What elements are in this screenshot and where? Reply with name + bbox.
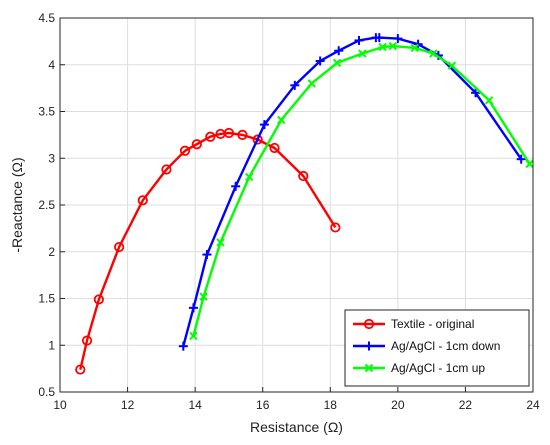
data-point (269, 142, 280, 154)
data-point (388, 41, 397, 51)
data-point (223, 127, 235, 139)
data-point (114, 241, 125, 253)
data-point (290, 80, 300, 90)
legend-label: Ag/AgCl - 1cm up (391, 361, 485, 375)
data-point (93, 294, 104, 305)
legend-entry: Ag/AgCl - 1cm down (353, 339, 500, 353)
series-1 (75, 127, 341, 375)
y-tick-label: 3 (48, 151, 55, 165)
data-point (471, 88, 481, 98)
data-point (525, 159, 534, 169)
data-point (252, 134, 263, 145)
data-point (484, 96, 494, 105)
data-point (202, 250, 212, 260)
legend-entry: Ag/AgCl - 1cm up (353, 361, 485, 375)
data-point (429, 49, 438, 58)
x-tick-label: 14 (188, 398, 202, 412)
data-point (179, 145, 191, 156)
data-point (358, 49, 367, 58)
y-tick-label: 4.5 (38, 11, 55, 25)
x-tick-label: 24 (526, 398, 540, 412)
data-point (307, 79, 316, 88)
ticks: 10 12 14 16 18 20 22 24 0.5 1 1.5 2 2.5 3 3.5 4 4.5 (38, 11, 540, 412)
y-tick-label: 1.5 (38, 292, 55, 306)
x-tick-label: 16 (256, 398, 270, 412)
x-tick-label: 18 (324, 398, 338, 412)
data-point (410, 43, 419, 53)
data-point (188, 303, 198, 313)
x-tick-label: 12 (121, 398, 135, 412)
data-point (378, 42, 387, 52)
data-point (330, 222, 341, 233)
series-3 (189, 41, 534, 341)
data-point (413, 39, 423, 49)
y-tick-label: 3.5 (38, 105, 55, 119)
x-tick-label: 22 (459, 398, 473, 412)
data-point (199, 292, 208, 301)
y-tick-label: 4 (48, 58, 55, 72)
legend-marker (364, 341, 374, 351)
legend: Textile - original Ag/AgCl - 1cm down Ag/A… (344, 309, 530, 387)
legend-box (344, 309, 530, 387)
data-point (298, 170, 309, 182)
data-point (231, 181, 241, 191)
x-axis-label: Resistance (Ω) (250, 419, 343, 435)
data-point (161, 164, 172, 175)
legend-label: Ag/AgCl - 1cm down (391, 339, 500, 353)
legend-marker (363, 318, 375, 330)
y-tick-label: 2.5 (38, 198, 55, 212)
data-point (244, 172, 254, 182)
data-point (516, 154, 526, 164)
series-line (182, 36, 523, 347)
data-point (374, 33, 384, 43)
legend-label: Textile - original (391, 317, 474, 331)
data-point (137, 195, 148, 206)
data-point (354, 35, 364, 45)
data-point (237, 129, 248, 140)
y-tick-label: 1 (48, 338, 55, 352)
y-tick-label: 0.5 (38, 385, 55, 399)
data-point (393, 34, 403, 44)
data-point (75, 364, 86, 375)
series-layer (75, 33, 534, 375)
data-point (277, 115, 286, 125)
data-point (216, 238, 225, 247)
x-tick-label: 10 (53, 398, 67, 412)
x-tick-label: 20 (391, 398, 405, 412)
data-point (191, 139, 202, 150)
data-point (81, 335, 93, 346)
data-point (178, 341, 188, 351)
data-point (189, 331, 198, 341)
y-tick-label: 2 (48, 245, 55, 259)
series-2 (178, 33, 526, 351)
series-line (79, 131, 337, 370)
data-point (259, 120, 269, 130)
data-point (315, 56, 325, 66)
y-axis-label: -Reactance (Ω) (9, 157, 25, 252)
data-point (332, 58, 342, 68)
legend-marker (364, 363, 374, 373)
data-point (205, 131, 216, 142)
legend-entry: Textile - original (353, 317, 474, 331)
data-point (447, 61, 457, 70)
data-point (334, 46, 344, 56)
